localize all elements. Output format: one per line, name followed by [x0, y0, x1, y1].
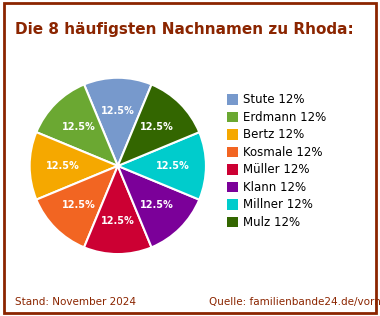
Wedge shape — [84, 166, 152, 254]
Text: Stand: November 2024: Stand: November 2024 — [15, 296, 136, 307]
Text: 12.5%: 12.5% — [139, 122, 173, 132]
Text: 12.5%: 12.5% — [101, 106, 135, 116]
Wedge shape — [118, 166, 199, 247]
Text: Quelle: familienbande24.de/vornamen/: Quelle: familienbande24.de/vornamen/ — [209, 296, 380, 307]
Wedge shape — [84, 78, 152, 166]
Text: 12.5%: 12.5% — [62, 199, 96, 210]
Wedge shape — [118, 84, 199, 166]
Text: 12.5%: 12.5% — [101, 216, 135, 226]
Wedge shape — [36, 84, 118, 166]
Wedge shape — [30, 132, 118, 200]
Text: 12.5%: 12.5% — [139, 199, 173, 210]
Text: 12.5%: 12.5% — [62, 122, 96, 132]
Text: Die 8 häufigsten Nachnamen zu Rhoda:: Die 8 häufigsten Nachnamen zu Rhoda: — [15, 22, 354, 37]
Wedge shape — [118, 132, 206, 200]
Legend: Stute 12%, Erdmann 12%, Bertz 12%, Kosmale 12%, Müller 12%, Klann 12%, Millner 1: Stute 12%, Erdmann 12%, Bertz 12%, Kosma… — [227, 94, 326, 229]
Text: 12.5%: 12.5% — [155, 161, 189, 171]
Wedge shape — [36, 166, 118, 247]
Text: 12.5%: 12.5% — [46, 161, 80, 171]
